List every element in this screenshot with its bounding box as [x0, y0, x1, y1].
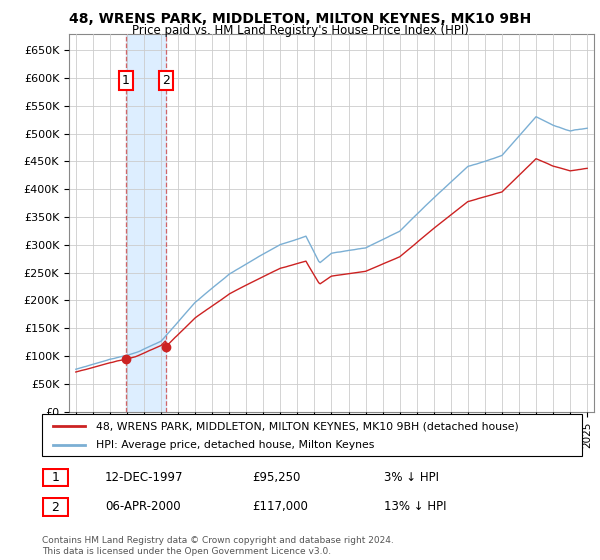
- Text: Contains HM Land Registry data © Crown copyright and database right 2024.
This d: Contains HM Land Registry data © Crown c…: [42, 536, 394, 556]
- Text: 2: 2: [52, 501, 59, 514]
- FancyBboxPatch shape: [43, 498, 68, 516]
- Text: 12-DEC-1997: 12-DEC-1997: [105, 470, 184, 484]
- Text: 48, WRENS PARK, MIDDLETON, MILTON KEYNES, MK10 9BH (detached house): 48, WRENS PARK, MIDDLETON, MILTON KEYNES…: [96, 421, 519, 431]
- Text: 3% ↓ HPI: 3% ↓ HPI: [384, 470, 439, 484]
- Text: 1: 1: [52, 471, 59, 484]
- Text: 06-APR-2000: 06-APR-2000: [105, 500, 181, 514]
- Text: 13% ↓ HPI: 13% ↓ HPI: [384, 500, 446, 514]
- Text: 48, WRENS PARK, MIDDLETON, MILTON KEYNES, MK10 9BH: 48, WRENS PARK, MIDDLETON, MILTON KEYNES…: [69, 12, 531, 26]
- Bar: [126, 34, 166, 412]
- Text: £95,250: £95,250: [252, 470, 301, 484]
- Text: Price paid vs. HM Land Registry's House Price Index (HPI): Price paid vs. HM Land Registry's House …: [131, 24, 469, 36]
- FancyBboxPatch shape: [43, 469, 68, 486]
- Text: 1: 1: [122, 74, 130, 87]
- Text: 2: 2: [162, 74, 170, 87]
- FancyBboxPatch shape: [42, 414, 582, 456]
- Text: HPI: Average price, detached house, Milton Keynes: HPI: Average price, detached house, Milt…: [96, 440, 374, 450]
- Text: £117,000: £117,000: [252, 500, 308, 514]
